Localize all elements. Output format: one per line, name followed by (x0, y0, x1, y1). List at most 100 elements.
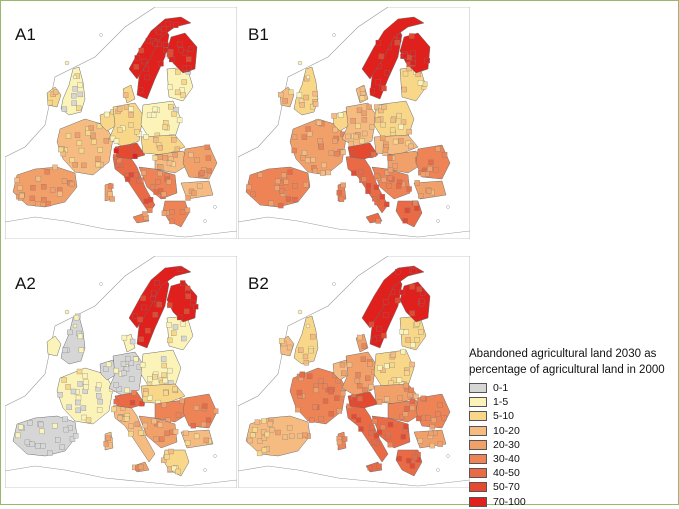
subregion-cell (168, 448, 174, 455)
subregion-cell (437, 402, 443, 408)
legend-item: 5-10 (469, 409, 674, 423)
subregion-cell (173, 106, 179, 113)
subregion-cell (134, 129, 140, 135)
subregion-cell (169, 209, 175, 215)
subregion-cell (163, 120, 169, 126)
subregion-cell (328, 411, 334, 417)
subregion-cell (420, 395, 426, 401)
subregion-cell (365, 182, 372, 189)
subregion-cell (159, 436, 165, 442)
subregion-cell (52, 89, 59, 95)
subregion-cell (408, 143, 414, 150)
subregion-cell (371, 418, 378, 424)
subregion-cell (370, 151, 377, 158)
subregion-cell (369, 424, 375, 431)
subregion-cell (337, 112, 344, 118)
subregion-cell (299, 372, 305, 378)
island (446, 454, 450, 458)
subregion-cell (355, 123, 361, 129)
legend-item: 0-1 (469, 381, 674, 395)
legend-swatch (469, 439, 487, 450)
subregion-cell (152, 311, 158, 318)
region-norway (128, 265, 192, 329)
subregion-cell (261, 418, 267, 424)
legend-label: 20-30 (493, 438, 520, 451)
subregion-cell (402, 411, 409, 417)
subregion-cell (350, 151, 357, 157)
subregion-cell (301, 150, 308, 156)
subregion-cell (351, 170, 357, 176)
subregion-cell (77, 91, 84, 98)
subregion-cell (306, 131, 313, 137)
subregion-cell (415, 451, 421, 458)
subregion-cell (412, 454, 418, 461)
subregion-cell (150, 296, 156, 302)
subregion-cell (250, 432, 256, 438)
subregion-cell (410, 342, 416, 348)
subregion-cell (281, 172, 287, 178)
subregion-cell (29, 441, 35, 447)
subregion-cell (128, 112, 134, 118)
subregion-cell (49, 187, 56, 193)
subregion-cell (331, 113, 337, 119)
subregion-cell (162, 377, 168, 384)
subregion-cell (371, 439, 378, 445)
panel-label-a1: A1 (15, 25, 36, 44)
legend-swatch (469, 468, 487, 479)
subregion-cell (274, 185, 280, 191)
subregion-cell (246, 184, 252, 190)
subregion-cell (69, 157, 75, 163)
legend-swatch (469, 397, 487, 408)
subregion-cell (57, 392, 63, 398)
subregion-cell (29, 195, 36, 202)
subregion-cell (250, 191, 256, 198)
subregion-cell (167, 337, 173, 344)
subregion-cell (361, 110, 367, 117)
subregion-cell (202, 403, 208, 409)
subregion-cell (65, 384, 71, 390)
subregion-cell (418, 193, 424, 199)
subregion-cell (139, 362, 146, 368)
subregion-cell (65, 133, 72, 139)
subregion-cell (147, 207, 153, 213)
subregion-cell (409, 310, 415, 316)
subregion-cell (163, 42, 169, 48)
subregion-cell (149, 184, 156, 190)
subregion-cell (334, 395, 340, 401)
subregion-cell (345, 133, 351, 140)
subregion-cell (162, 124, 168, 130)
subregion-cell (103, 366, 109, 372)
subregion-cell (275, 429, 281, 436)
subregion-cell (153, 436, 159, 442)
subregion-cell (419, 290, 426, 296)
subregion-cell (95, 161, 101, 168)
subregion-cell (407, 392, 413, 398)
subregion-cell (138, 47, 144, 54)
legend-swatch (469, 411, 487, 422)
subregion-cell (152, 155, 158, 161)
subregion-cell (410, 268, 417, 274)
subregion-cell (108, 183, 114, 189)
subregion-cell (441, 415, 447, 421)
subregion-cell (150, 290, 157, 297)
subregion-cell (292, 197, 298, 203)
subregion-cell (382, 147, 389, 153)
subregion-cell (341, 370, 347, 376)
subregion-cell (142, 391, 149, 397)
subregion-cell (35, 201, 41, 207)
map-panel-a2: A2 (5, 256, 237, 488)
subregion-cell (305, 126, 311, 132)
map-b1 (238, 7, 470, 239)
subregion-cell (178, 47, 184, 53)
subregion-cell (181, 335, 187, 342)
subregion-cell (155, 179, 161, 185)
map-a1 (5, 7, 237, 239)
subregion-cell (85, 130, 91, 136)
subregion-cell (361, 130, 368, 137)
subregion-cell (396, 455, 402, 462)
subregion-cell (116, 386, 122, 392)
subregion-cell (288, 89, 294, 95)
subregion-cell (307, 373, 313, 379)
subregion-cell (14, 177, 20, 183)
subregion-cell (156, 301, 162, 308)
